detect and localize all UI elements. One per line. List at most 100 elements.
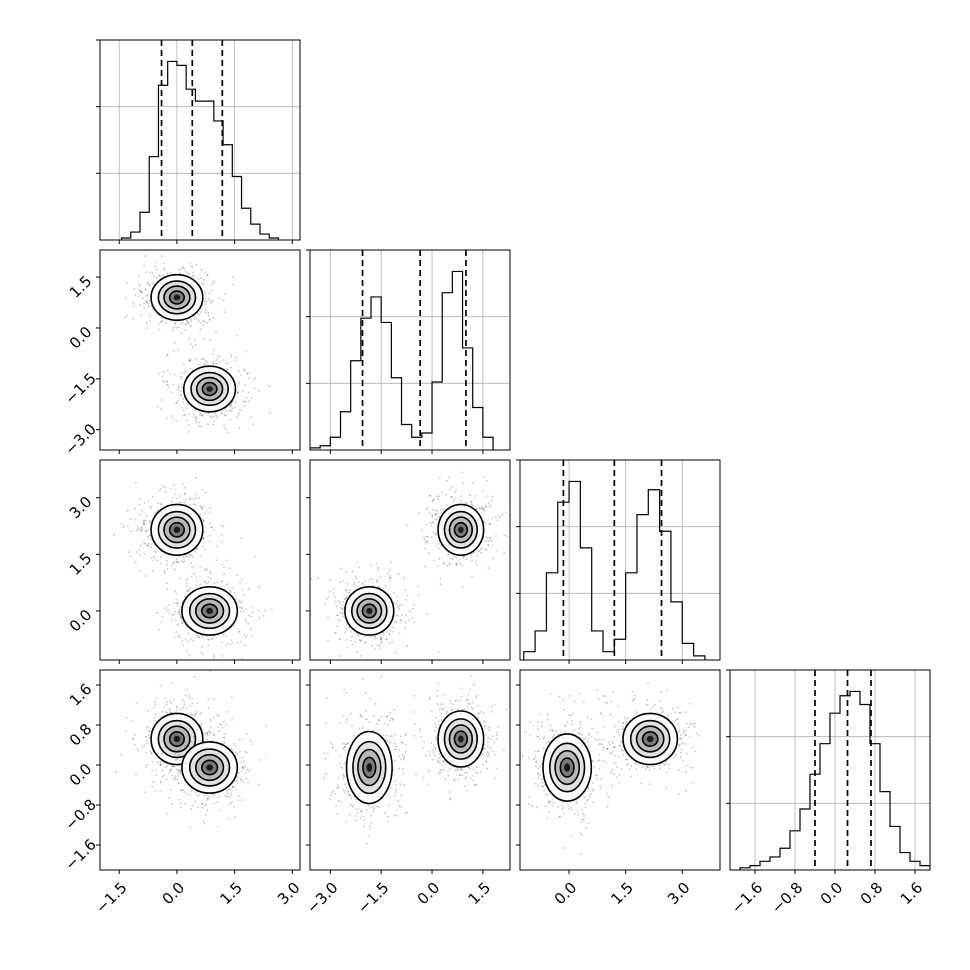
scatter-point <box>339 754 342 757</box>
scatter-point <box>364 718 367 721</box>
scatter-point <box>188 554 191 556</box>
scatter-point <box>220 724 223 726</box>
scatter-point <box>469 768 472 770</box>
scatter-point <box>341 742 344 745</box>
scatter-point <box>392 592 395 595</box>
scatter-point <box>147 709 150 712</box>
scatter-point <box>191 698 194 700</box>
scatter-point <box>205 491 207 494</box>
scatter-point <box>182 556 185 558</box>
scatter-point <box>189 325 192 328</box>
scatter-point <box>480 547 483 550</box>
scatter-point <box>216 357 219 360</box>
scatter-point <box>592 782 594 784</box>
scatter-point <box>221 655 224 657</box>
scatter-point <box>485 540 487 543</box>
scatter-point <box>448 791 451 794</box>
scatter-point <box>241 607 244 609</box>
scatter-point <box>595 774 597 777</box>
scatter-point <box>384 585 387 587</box>
scatter-point <box>130 530 133 532</box>
panel-frame <box>519 459 721 661</box>
scatter-point <box>195 418 198 421</box>
scatter-point <box>468 766 470 769</box>
scatter-point <box>197 636 200 639</box>
scatter-point <box>243 404 246 407</box>
scatter-point <box>231 785 234 788</box>
scatter-point <box>485 725 488 728</box>
scatter-point <box>185 419 188 422</box>
scatter-point <box>146 281 149 284</box>
scatter-point <box>218 796 221 798</box>
scatter-point <box>511 775 513 777</box>
scatter-point <box>171 803 174 806</box>
scatter-point <box>408 619 411 622</box>
scatter-point <box>159 781 162 784</box>
scatter-point <box>163 267 166 270</box>
scatter-point <box>328 590 331 593</box>
scatter-point <box>182 401 184 404</box>
scatter-point <box>156 559 159 562</box>
scatter-point <box>351 643 354 646</box>
scatter-point <box>419 730 421 732</box>
scatter-point <box>362 581 364 584</box>
scatter-point <box>242 610 245 613</box>
scatter-point <box>192 274 195 277</box>
scatter-point <box>400 794 403 797</box>
scatter-point <box>405 599 407 601</box>
scatter-point <box>224 414 227 417</box>
scatter-point <box>222 736 225 738</box>
scatter-point <box>168 797 171 799</box>
scatter-point <box>174 734 176 737</box>
scatter-point <box>158 628 160 631</box>
scatter-point <box>191 265 194 268</box>
scatter-point <box>436 695 439 697</box>
scatter-point <box>208 292 211 295</box>
scatter-point <box>592 760 595 762</box>
scatter-point <box>192 639 195 642</box>
scatter-point <box>467 703 470 705</box>
scatter-point <box>231 642 234 644</box>
scatter-point <box>449 797 452 800</box>
scatter-point <box>211 283 214 286</box>
scatter-point <box>396 614 399 617</box>
scatter-point <box>217 714 220 717</box>
scatter-point <box>583 701 585 703</box>
scatter-point <box>370 821 373 824</box>
scatter-point <box>173 765 176 768</box>
scatter-point <box>239 640 242 643</box>
scatter-point <box>257 609 260 612</box>
scatter-point <box>183 414 186 417</box>
scatter-point <box>364 580 367 583</box>
scatter-point <box>185 579 187 582</box>
scatter-point <box>210 416 213 419</box>
scatter-point <box>458 774 461 776</box>
scatter-point <box>496 731 499 734</box>
scatter-point <box>558 816 561 818</box>
scatter-point <box>378 647 381 649</box>
scatter-point <box>137 749 139 752</box>
scatter-point <box>143 522 145 524</box>
scatter-point <box>174 590 177 593</box>
scatter-point <box>434 532 437 535</box>
scatter-point <box>159 684 162 687</box>
scatter-point <box>418 594 420 596</box>
scatter-point <box>389 577 392 580</box>
scatter-point <box>139 290 142 293</box>
scatter-point <box>186 589 189 591</box>
scatter-point <box>225 795 228 798</box>
scatter-point <box>559 815 561 818</box>
scatter-point <box>359 715 362 717</box>
scatter-point <box>218 361 221 363</box>
scatter-point <box>386 715 388 718</box>
scatter-point <box>485 506 488 509</box>
scatter-point <box>224 741 226 744</box>
scatter-point <box>358 728 361 730</box>
scatter-point <box>527 756 530 759</box>
scatter-point <box>122 524 125 527</box>
scatter-point <box>160 399 163 402</box>
scatter-point <box>175 402 178 404</box>
scatter-point <box>250 628 253 631</box>
scatter-point <box>223 566 225 569</box>
scatter-point <box>342 615 345 618</box>
